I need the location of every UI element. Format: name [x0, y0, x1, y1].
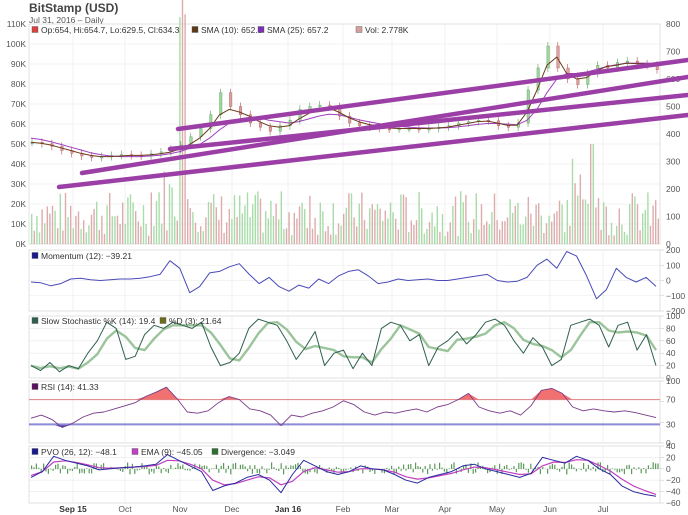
price-tick-label: 400 [666, 129, 680, 139]
y-tick-label: 20 [666, 452, 676, 462]
x-tick-label: Apr [438, 504, 451, 514]
x-tick-label: Jun [543, 504, 557, 514]
legend-label: SMA (10): 652.3 [201, 25, 263, 35]
pvo-line [30, 454, 657, 497]
legend-swatch [355, 26, 363, 33]
legend-label: Momentum (12): −39.21 [41, 251, 132, 261]
price-panel: 110K 100K 90K 80K 70K 60K 50K 40K 30K 20K 10K 0K 800… [6, 0, 688, 249]
legend-swatch [31, 317, 39, 324]
rsi-tick-label: 30 [666, 419, 676, 429]
rsi-tick-label: 70 [666, 395, 676, 405]
price-tick-label: 500 [666, 102, 680, 112]
volume-tick-label: 50K [11, 139, 26, 149]
legend-label: SMA (25): 657.2 [267, 25, 329, 35]
legend-label: Divergence: −3.049 [221, 447, 295, 457]
volume-tick-label: 90K [11, 59, 26, 69]
x-tick-label: Oct [118, 504, 132, 514]
price-tick-label: 700 [666, 47, 680, 57]
price-tick-label: 100 [666, 212, 680, 222]
rsi-line [30, 386, 657, 428]
legend-swatch [31, 26, 39, 33]
legend-swatch [31, 252, 39, 259]
sma10-line [30, 56, 657, 158]
stoch-k-line [30, 318, 657, 373]
legend-swatch [31, 383, 39, 390]
y-tick-label: 40 [666, 348, 676, 358]
momentum-line [30, 251, 657, 300]
legend-swatch [31, 448, 39, 455]
x-tick-label: Jan 16 [275, 504, 302, 514]
trendline[interactable] [167, 92, 688, 152]
y-tick-label: 200 [666, 245, 680, 255]
y-tick-label: 100 [666, 311, 680, 321]
volume-tick-label: 70K [11, 99, 26, 109]
stoch-d-line [30, 321, 658, 370]
legend-swatch [131, 448, 139, 455]
legend-swatch [257, 26, 265, 33]
legend-label: PVO (26, 12): −48.1 [41, 447, 117, 457]
trendline[interactable] [56, 112, 688, 190]
x-tick-label: May [489, 504, 506, 514]
volume-tick-label: 110K [7, 19, 27, 29]
y-tick-label: 20 [666, 361, 676, 371]
volume-tick-label: 80K [11, 79, 26, 89]
legend-label: RSI (14): 41.33 [41, 382, 99, 392]
y-tick-label: −100 [666, 291, 685, 301]
legend-label: %D (3): 21.64 [169, 316, 222, 326]
x-tick-label: Mar [385, 504, 400, 514]
legend-label: EMA (9): −45.05 [141, 447, 203, 457]
price-tick-label: 200 [666, 184, 680, 194]
legend-label: Vol: 2.778K [365, 25, 409, 35]
y-tick-label: 40 [666, 441, 676, 451]
volume-tick-label: 10K [11, 219, 26, 229]
volume-bars [31, 0, 659, 244]
legend-swatch [191, 26, 199, 33]
legend-label: Op:654, Hi:654.7, Lo:629.5, Cl:634.3 [41, 25, 180, 35]
volume-tick-label: 40K [11, 159, 26, 169]
y-tick-label: 0 [666, 464, 671, 474]
rsi-overbought-fill [31, 387, 656, 400]
legend-swatch [211, 448, 219, 455]
volume-tick-label: 20K [11, 199, 26, 209]
sma25-line [30, 62, 657, 158]
rsi-panel: 100 70 30 0 RSI (14): 41.33 [28, 376, 680, 448]
price-tick-label: 300 [666, 157, 680, 167]
y-tick-label: 60 [666, 336, 676, 346]
volume-tick-label: 30K [11, 179, 26, 189]
y-tick-label: −20 [666, 475, 681, 485]
x-tick-label: Nov [172, 504, 188, 514]
x-tick-label: Dec [224, 504, 240, 514]
legend-label: Slow Stochastic %K (14): 19.4 [41, 316, 156, 326]
x-tick-label: Jul [598, 504, 609, 514]
price-tick-label: 800 [666, 19, 680, 29]
x-tick-label: Feb [336, 504, 351, 514]
price-tick-label: 0 [666, 239, 671, 249]
rsi-tick-label: 100 [666, 376, 680, 386]
volume-tick-label: 60K [11, 119, 26, 129]
stochastic-panel: 100 80 60 40 20 0 Slow Stochastic %K (14): 19.… [28, 311, 680, 383]
x-axis: Sep 15 Oct Nov Dec Jan 16 Feb Mar Apr May Jun Jul [59, 504, 608, 514]
y-tick-label: 80 [666, 323, 676, 333]
y-tick-label: 0 [666, 373, 671, 383]
x-tick-label: Sep 15 [59, 504, 87, 514]
y-tick-label: −200 [666, 306, 685, 316]
volume-tick-label: 0K [16, 239, 27, 249]
trendline[interactable] [175, 57, 688, 132]
chart-title: BitStamp (USD) [29, 1, 119, 15]
y-tick-label: −60 [666, 498, 681, 508]
rsi-tick-label: 0 [666, 438, 671, 448]
y-tick-label: 0 [666, 276, 671, 286]
volume-tick-label: 100K [6, 39, 26, 49]
legend-swatch [159, 317, 167, 324]
y-tick-label: 100 [666, 260, 680, 270]
chart-subtitle: Jul 31, 2016 – Daily [29, 15, 104, 25]
momentum-panel: 200 100 0 −100 −200 Momentum (12): −39.21 [28, 245, 685, 316]
y-tick-label: −40 [666, 487, 681, 497]
